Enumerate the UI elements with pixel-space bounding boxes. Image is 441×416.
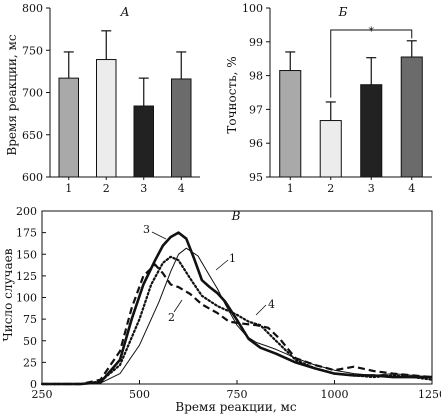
bar-2	[319, 120, 342, 178]
y-tick-label: 50	[23, 335, 37, 348]
y-tick-label: 0	[30, 378, 37, 391]
x-tick-label: 250	[32, 388, 53, 401]
leader-1	[215, 259, 229, 271]
x-tick-label: 500	[129, 388, 150, 401]
x-tick-label: 1	[65, 182, 72, 195]
x-tick-label: 3	[368, 182, 375, 195]
panel-b-bars	[279, 40, 423, 178]
y-tick-label: 97	[249, 103, 263, 116]
panel-c-ylabel: Число случаев	[1, 248, 15, 341]
y-tick-label: 100	[16, 292, 37, 305]
x-tick-label: 750	[227, 388, 248, 401]
y-tick-label: 75	[23, 313, 37, 326]
bar-3	[133, 105, 154, 178]
panel-a-axes: 1 2 3 4 600 650 700 750 800	[22, 2, 200, 195]
leader-3	[151, 231, 167, 240]
bar-2	[96, 59, 117, 178]
panel-a-ylabel: Время реакции, мс	[5, 34, 19, 155]
y-tick-label: 650	[22, 129, 43, 142]
panel-c-title: В	[231, 209, 241, 223]
y-tick-label: 175	[16, 227, 37, 240]
bar-4	[400, 56, 423, 178]
y-tick-label: 99	[249, 36, 263, 49]
y-tick-label: 700	[22, 87, 43, 100]
significance-bracket	[330, 29, 413, 98]
leader-4	[255, 304, 267, 316]
panel-a-bars	[58, 30, 192, 178]
y-tick-label: 100	[242, 2, 263, 15]
y-tick-label: 800	[22, 2, 43, 15]
bar-4	[171, 78, 192, 178]
y-tick-label: 95	[249, 171, 263, 184]
x-tick-label: 2	[327, 182, 334, 195]
x-tick-label: 1000	[321, 388, 349, 401]
y-tick-label: 125	[16, 270, 37, 283]
significance-star: *	[369, 25, 375, 38]
series-label-1: 1	[229, 252, 236, 265]
x-tick-label: 4	[408, 182, 415, 195]
panel-c-xlabel: Время реакции, мс	[175, 400, 296, 414]
x-tick-label: 2	[103, 182, 110, 195]
bar-3	[360, 84, 383, 178]
panel-c: 250500750100012500255075100125150175200 …	[1, 205, 441, 414]
panel-b: 1 2 3 4 95 96 97 98 99 100 * Б Точность, %	[225, 2, 432, 195]
series-line-3	[42, 231, 432, 386]
panel-a-title: А	[119, 5, 129, 19]
x-tick-label: 1	[287, 182, 294, 195]
leader-2	[173, 299, 183, 313]
panel-b-ylabel: Точность, %	[225, 56, 239, 133]
bar-1	[279, 70, 302, 178]
bar-1	[58, 77, 79, 178]
series-line-4	[42, 263, 433, 386]
panel-b-axes: 1 2 3 4 95 96 97 98 99 100 *	[242, 2, 432, 195]
series-line-1	[42, 247, 433, 385]
panel-c-lines	[40, 231, 434, 386]
y-tick-label: 200	[16, 205, 37, 218]
y-tick-label: 150	[16, 248, 37, 261]
y-tick-label: 600	[22, 171, 43, 184]
y-tick-label: 25	[23, 356, 37, 369]
plot-frame	[41, 210, 433, 385]
panel-b-title: Б	[338, 5, 348, 19]
series-label-3: 3	[143, 223, 150, 236]
x-tick-label: 3	[140, 182, 147, 195]
series-label-4: 4	[268, 298, 275, 311]
x-tick-label: 4	[178, 182, 185, 195]
series-label-2: 2	[168, 311, 175, 324]
y-tick-label: 750	[22, 44, 43, 57]
y-tick-label: 98	[249, 70, 263, 83]
panel-a: 1 2 3 4 600 650 700 750 800 А Время реакции, мс	[5, 2, 200, 195]
y-tick-label: 96	[249, 137, 263, 150]
